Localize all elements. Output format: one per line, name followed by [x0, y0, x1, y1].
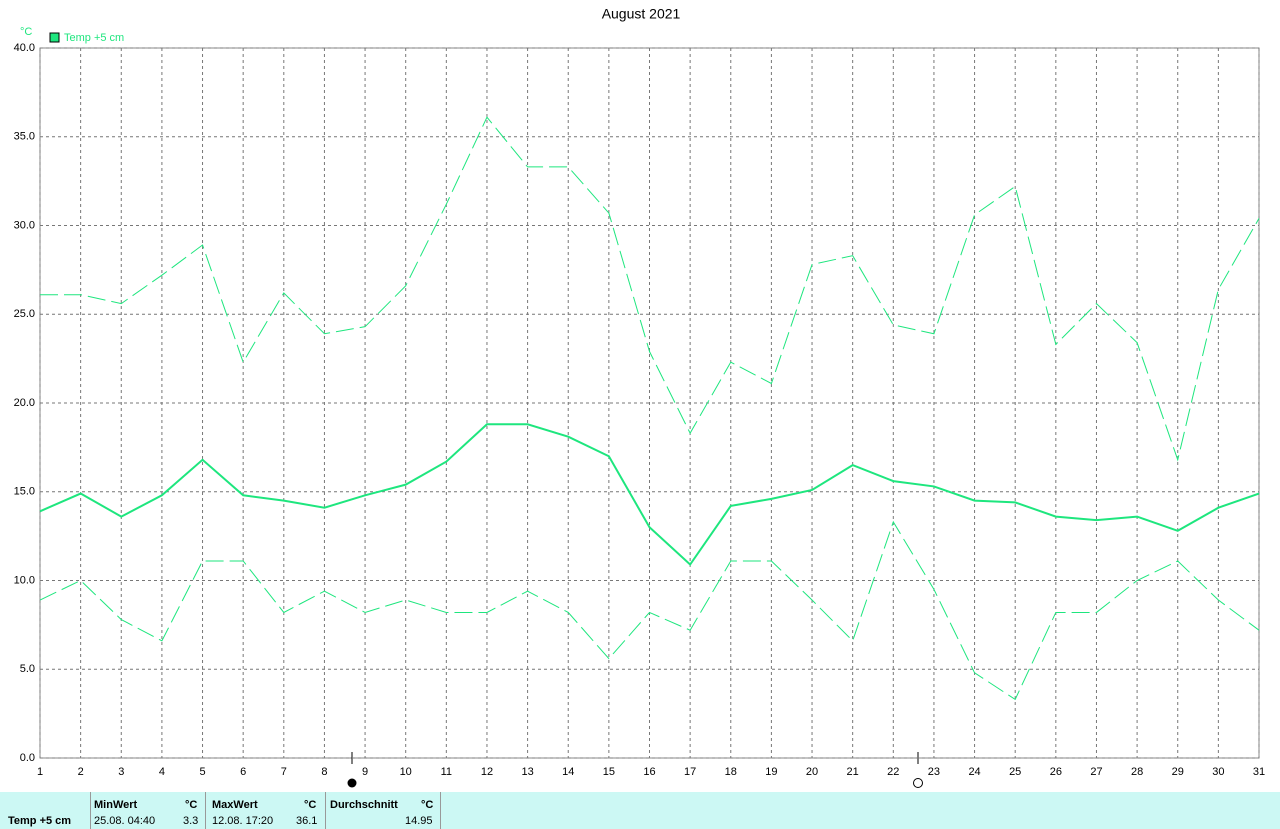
x-tick-label: 24: [968, 766, 980, 778]
y-unit: °C: [20, 26, 32, 38]
x-tick-label: 31: [1253, 766, 1265, 778]
y-tick-label: 40.0: [14, 42, 35, 54]
x-tick-label: 7: [281, 766, 287, 778]
y-tick-label: 0.0: [20, 752, 35, 764]
x-tick-label: 26: [1050, 766, 1062, 778]
series-line: [39, 423, 1260, 567]
max-label: MaxWert: [212, 799, 258, 811]
series-line: [39, 520, 1260, 701]
x-tick-label: 30: [1212, 766, 1224, 778]
x-tick-label: 14: [562, 766, 574, 778]
y-tick-label: 20.0: [14, 397, 35, 409]
x-tick-label: 13: [521, 766, 533, 778]
x-tick-label: 27: [1090, 766, 1102, 778]
min-time: 25.08. 04:40: [94, 815, 156, 827]
x-tick-label: 19: [765, 766, 777, 778]
x-tick-label: 20: [806, 766, 818, 778]
x-tick-label: 5: [199, 766, 205, 778]
x-tick-label: 25: [1009, 766, 1021, 778]
avg-label: Durchschnitt: [330, 799, 398, 811]
x-tick-label: 9: [362, 766, 368, 778]
min-label: MinWert: [94, 799, 138, 811]
max-value: 36.1: [296, 815, 318, 827]
footer: Temp +5 cm MinWert °C 25.08. 04:40 3.3 M…: [0, 792, 1280, 829]
x-tick-label: 2: [78, 766, 84, 778]
x-tick-label: 28: [1131, 766, 1143, 778]
min-value: 3.3: [183, 815, 199, 827]
max-unit: °C: [304, 799, 317, 811]
x-tick-label: 3: [118, 766, 124, 778]
x-tick-label: 8: [321, 766, 327, 778]
x-tick-label: 22: [887, 766, 899, 778]
max-time: 12.08. 17:20: [212, 815, 274, 827]
x-tick-label: 15: [603, 766, 615, 778]
new-moon: [347, 778, 357, 788]
x-tick-label: 10: [400, 766, 412, 778]
x-tick-label: 23: [928, 766, 940, 778]
full-moon: [913, 778, 923, 788]
x-tick-label: 4: [159, 766, 165, 778]
y-tick-label: 15.0: [14, 486, 35, 498]
series-line: [40, 116, 1260, 462]
chart-title: August 2021: [602, 6, 681, 22]
x-tick-label: 1: [37, 766, 43, 778]
legend-swatch: [49, 32, 60, 43]
legend-label: Temp +5 cm: [64, 32, 124, 44]
avg-unit: °C: [421, 799, 434, 811]
x-tick-label: 29: [1172, 766, 1184, 778]
y-tick-label: 10.0: [14, 574, 35, 586]
sensor: Temp +5 cm: [8, 815, 72, 827]
y-tick-label: 30.0: [14, 219, 35, 231]
y-tick-label: 35.0: [14, 131, 35, 143]
x-tick-label: 18: [725, 766, 737, 778]
x-tick-label: 21: [847, 766, 859, 778]
x-tick-label: 17: [684, 766, 696, 778]
chart: August 2021 °C Temp +5 cm 0.0 5.0 10.0 15.0…: [14, 6, 1265, 788]
x-tick-label: 11: [441, 766, 452, 778]
avg-value: 14.95: [405, 815, 433, 827]
min-unit: °C: [185, 799, 198, 811]
y-tick-label: 5.0: [20, 663, 35, 675]
x-tick-label: 6: [240, 766, 246, 778]
x-tick-label: 16: [643, 766, 655, 778]
x-tick-label: 12: [481, 766, 493, 778]
y-tick-label: 25.0: [14, 308, 35, 320]
